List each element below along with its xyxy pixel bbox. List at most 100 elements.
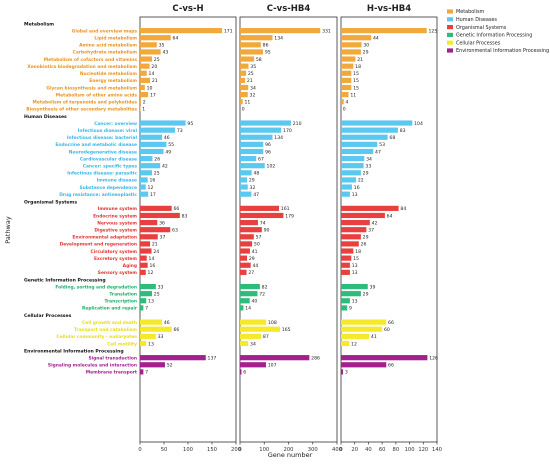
pathway-label: Transport and catabolism bbox=[74, 327, 138, 333]
bar-value-label: 179 bbox=[285, 213, 294, 219]
pathway-label: Metabolism of other amino acids bbox=[56, 92, 138, 98]
bar bbox=[140, 248, 152, 253]
x-tick-label-3-6: 120 bbox=[418, 447, 428, 453]
pathway-label: Cell growth and death bbox=[82, 320, 137, 326]
bar-value-label: 39 bbox=[370, 284, 376, 290]
bar bbox=[341, 184, 352, 189]
bar bbox=[240, 355, 309, 360]
bar-value-label: 33 bbox=[158, 284, 164, 290]
bar-value-label: 67 bbox=[258, 156, 264, 162]
bar-value-label: 49 bbox=[165, 149, 171, 155]
bar-value-label: 29 bbox=[363, 291, 369, 297]
group-header: Genetic Information Processing bbox=[24, 277, 106, 283]
bar bbox=[240, 99, 243, 104]
bar bbox=[140, 99, 141, 104]
bar-value-label: 11 bbox=[350, 92, 356, 98]
bar-value-label: 90 bbox=[264, 227, 270, 233]
bar-value-label: 26 bbox=[361, 242, 367, 248]
bar bbox=[240, 120, 291, 125]
bar-value-label: 46 bbox=[164, 320, 170, 326]
bar bbox=[140, 213, 180, 218]
bar-value-label: 37 bbox=[368, 227, 374, 233]
bar-value-label: 96 bbox=[265, 142, 271, 148]
bar bbox=[240, 163, 265, 168]
pathway-label: Carbohydrate metabolism bbox=[73, 50, 138, 56]
bar bbox=[140, 64, 150, 69]
bar bbox=[240, 298, 250, 303]
bar-value-label: 30 bbox=[363, 43, 369, 49]
pathway-label: Transcription bbox=[104, 299, 137, 305]
bar bbox=[341, 234, 361, 239]
bar bbox=[341, 369, 343, 374]
x-tick-label-3-0: 0 bbox=[339, 447, 342, 453]
bar-value-label: 13 bbox=[148, 299, 154, 305]
pathway-label: Immune system bbox=[98, 206, 138, 212]
bar-value-label: 24 bbox=[153, 249, 159, 255]
bar bbox=[140, 35, 171, 40]
bar-value-label: 25 bbox=[248, 71, 254, 77]
bar-value-label: 12 bbox=[351, 341, 357, 347]
bar bbox=[240, 227, 262, 232]
bar bbox=[341, 49, 361, 54]
bar bbox=[341, 320, 386, 325]
bar bbox=[240, 213, 283, 218]
bar-value-label: 58 bbox=[256, 57, 262, 63]
bar-value-label: 42 bbox=[372, 220, 378, 226]
bar bbox=[140, 184, 146, 189]
pathway-label: Endocrine and metabolic disease bbox=[55, 142, 137, 148]
bar-value-label: 10 bbox=[147, 85, 153, 91]
bar-value-label: 95 bbox=[187, 121, 193, 127]
bar bbox=[240, 64, 248, 69]
bar bbox=[240, 327, 280, 332]
bar bbox=[140, 177, 148, 182]
bar bbox=[341, 355, 427, 360]
bar bbox=[240, 284, 260, 289]
bar bbox=[341, 128, 398, 133]
bar bbox=[341, 142, 377, 147]
bar-value-label: 15 bbox=[353, 85, 359, 91]
bar-value-label: 42 bbox=[162, 164, 168, 170]
bar bbox=[341, 64, 353, 69]
group-header: Organismal Systems bbox=[24, 199, 77, 205]
bar-value-label: 6 bbox=[243, 370, 246, 376]
bar bbox=[341, 341, 349, 346]
bar-value-label: 34 bbox=[250, 85, 256, 91]
bar-value-label: 18 bbox=[355, 64, 361, 70]
bar bbox=[341, 334, 369, 339]
bar-value-label: 0 bbox=[242, 107, 245, 113]
y-axis-label: Pathway bbox=[4, 216, 12, 244]
bar bbox=[140, 49, 161, 54]
bar bbox=[341, 135, 388, 140]
bar-value-label: 16 bbox=[149, 178, 155, 184]
bar-value-label: 44 bbox=[252, 263, 258, 269]
bar bbox=[240, 42, 261, 47]
pathway-label: Cell motility bbox=[107, 341, 137, 347]
bar bbox=[240, 320, 266, 325]
x-tick-label-3-3: 60 bbox=[379, 447, 386, 453]
bar bbox=[140, 270, 146, 275]
bar-value-label: 50 bbox=[254, 242, 260, 248]
bar-value-label: 12 bbox=[148, 185, 154, 191]
bar bbox=[341, 35, 371, 40]
bar-value-label: 17 bbox=[150, 192, 156, 198]
x-tick-label-3-5: 100 bbox=[405, 447, 415, 453]
bar-value-label: 15 bbox=[353, 256, 359, 262]
pathway-label: Drug resistance: antineoplastic bbox=[59, 192, 137, 198]
bar-value-label: 41 bbox=[252, 249, 258, 255]
bar-value-label: 15 bbox=[353, 71, 359, 77]
pathway-label: Cellular community - eukaryotes bbox=[56, 334, 137, 340]
group-header: Metabolism bbox=[24, 22, 54, 28]
bar bbox=[140, 362, 165, 367]
bar-value-label: 126 bbox=[429, 355, 438, 361]
bar-value-label: 170 bbox=[283, 128, 292, 134]
bar bbox=[240, 220, 258, 225]
pathway-label: Lipid metabolism bbox=[94, 36, 137, 42]
legend-entry: Genetic Information Processing bbox=[456, 33, 532, 39]
bar-value-label: 66 bbox=[173, 327, 179, 333]
panel-title-2: C-vs-HB4 bbox=[267, 4, 311, 14]
bar-value-label: 17 bbox=[150, 92, 156, 98]
legend-swatch bbox=[447, 41, 453, 45]
x-tick-label-3-2: 40 bbox=[365, 447, 372, 453]
bar bbox=[140, 305, 143, 310]
bar bbox=[140, 71, 147, 76]
